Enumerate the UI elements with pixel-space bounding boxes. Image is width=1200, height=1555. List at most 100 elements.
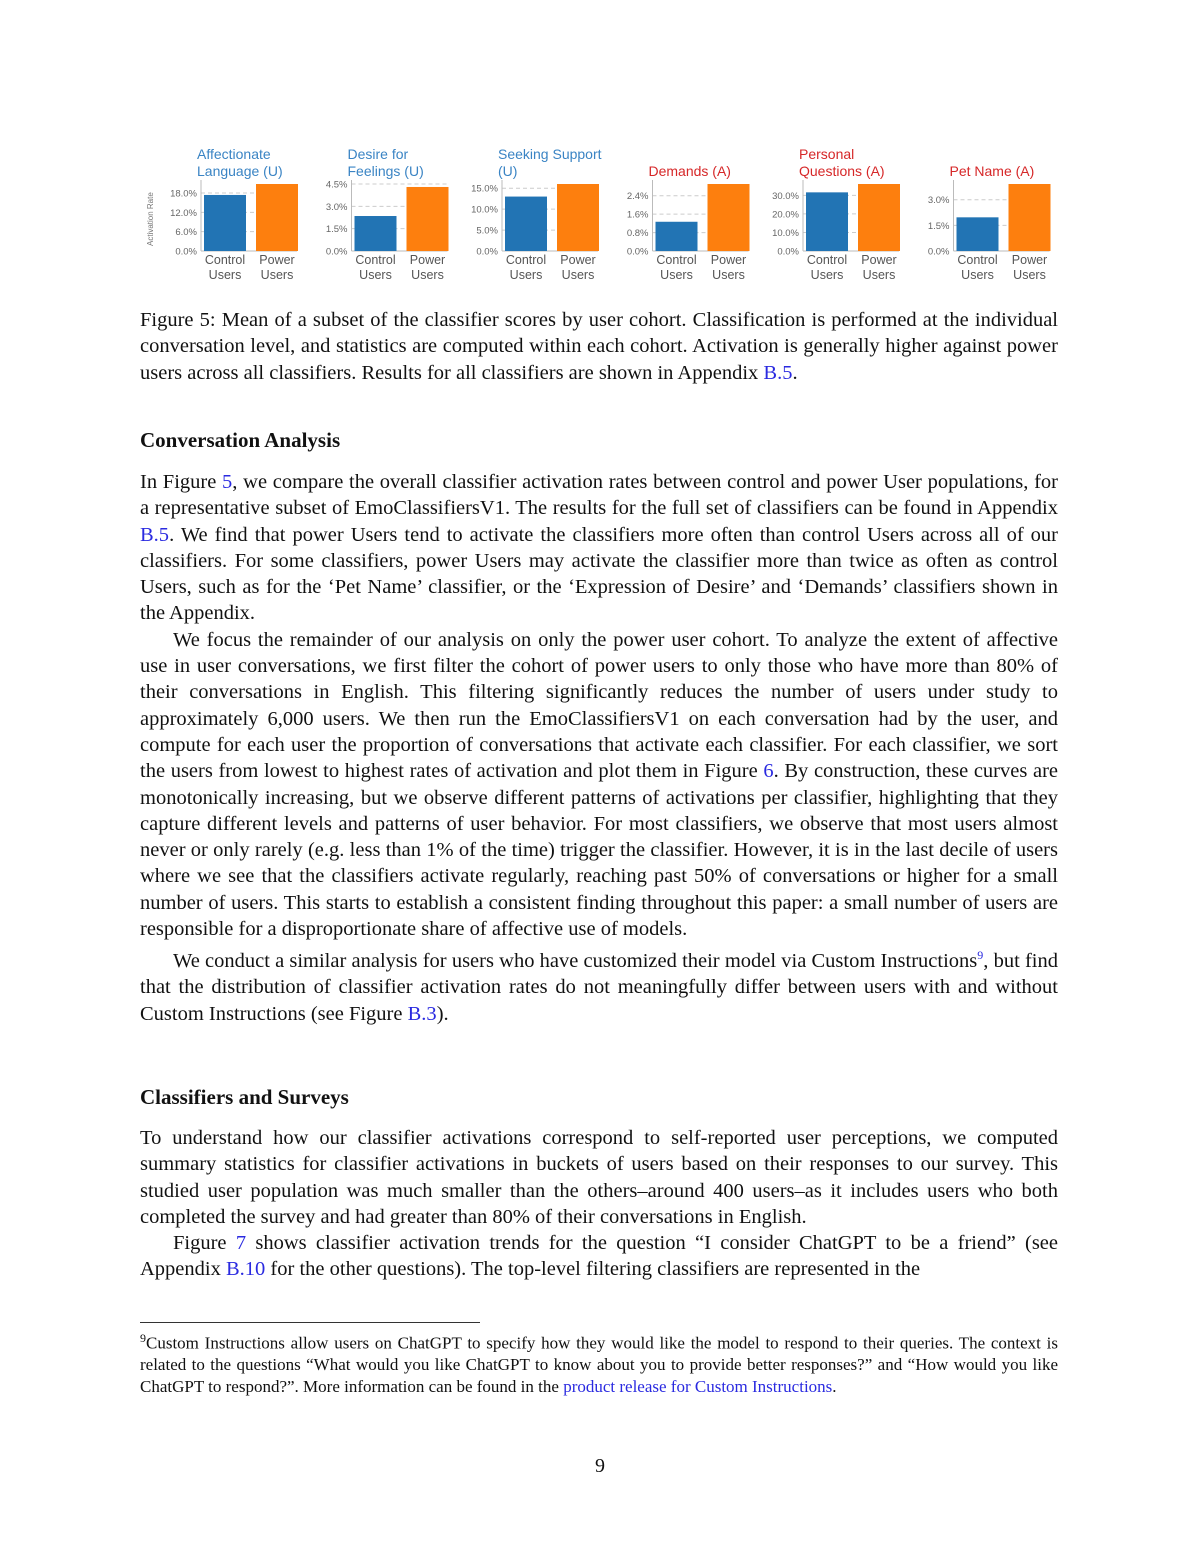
y-tick-label: 12.0% <box>170 208 197 219</box>
x-tick-label: Users <box>209 268 242 282</box>
x-tick-label: Users <box>510 268 543 282</box>
y-tick-label: 0.0% <box>777 247 799 258</box>
chart-title: Seeking Support <box>498 146 602 162</box>
x-tick-label: Power <box>711 253 746 267</box>
ref-figure-7[interactable]: 7 <box>235 1232 247 1255</box>
y-tick-label: 10.0% <box>471 205 498 216</box>
chart-title: Personal <box>799 146 854 162</box>
text: . <box>832 1376 837 1396</box>
y-tick-label: 10.0% <box>772 228 799 239</box>
x-tick-label: Power <box>560 253 595 267</box>
y-axis-label: Activation Rate <box>146 192 155 246</box>
x-tick-label: Users <box>660 268 693 282</box>
text: , but find that the distribution of clas… <box>140 950 1059 1025</box>
y-tick-label: 1.5% <box>928 221 950 232</box>
chart-title: Affectionate <box>197 146 271 162</box>
x-tick-label: Control <box>506 253 546 267</box>
text: for the other questions). The top-level … <box>265 1258 921 1281</box>
x-tick-label: Users <box>712 268 745 282</box>
section-body: To understand how our classifier activat… <box>140 1125 1058 1283</box>
product-release-link[interactable]: product release for Custom Instructions <box>563 1376 833 1396</box>
footnote-number: 9 <box>140 1331 146 1345</box>
text: shows classifier activation trends for t… <box>140 1232 1058 1281</box>
bar-power-users <box>1008 184 1051 251</box>
bar-control-users <box>806 192 848 251</box>
x-tick-label: Power <box>410 253 445 267</box>
footnote-ref[interactable]: 9 <box>977 948 984 963</box>
bar-control-users <box>354 216 397 251</box>
section-body: In Figure 5, we compare the overall clas… <box>140 469 1058 1027</box>
chart-title: Demands (A) <box>649 163 731 179</box>
footnote-text: Custom Instructions allow users on ChatG… <box>140 1333 1058 1396</box>
chart-title: Feelings (U) <box>348 163 424 179</box>
text: . By construction, these curves are mono… <box>140 760 1058 941</box>
caption-end: . <box>792 361 798 384</box>
caption-text: Mean of a subset of the classifier score… <box>140 309 1059 384</box>
y-tick-label: 6.0% <box>175 227 197 238</box>
x-tick-label: Users <box>359 268 392 282</box>
y-tick-label: 1.6% <box>627 210 649 221</box>
x-tick-label: Users <box>811 268 844 282</box>
chart-title: Pet Name (A) <box>950 163 1035 179</box>
chart-title: Desire for <box>348 146 409 162</box>
footnote: 9Custom Instructions allow users on Chat… <box>140 1328 1058 1397</box>
y-tick-label: 0.8% <box>627 228 649 239</box>
section-heading: Classifiers and Surveys <box>140 1085 349 1109</box>
x-tick-label: Control <box>355 253 395 267</box>
text: . We find that power Users tend to activ… <box>140 523 1058 625</box>
y-tick-label: 1.5% <box>326 224 348 235</box>
x-tick-label: Control <box>807 253 847 267</box>
bar-power-users <box>858 184 900 251</box>
chart-title: (U) <box>498 163 517 179</box>
section-heading: Conversation Analysis <box>140 428 341 452</box>
x-tick-label: Users <box>863 268 896 282</box>
y-tick-label: 5.0% <box>476 226 498 237</box>
paragraph: To understand how our classifier activat… <box>140 1127 1058 1228</box>
ref-appendix-b5[interactable]: B.5 <box>763 361 793 384</box>
chart-title: Questions (A) <box>799 163 885 179</box>
x-tick-label: Users <box>411 268 444 282</box>
bar-power-users <box>557 184 599 251</box>
x-tick-label: Power <box>861 253 896 267</box>
y-tick-label: 15.0% <box>471 184 498 195</box>
y-tick-label: 20.0% <box>772 209 799 220</box>
bar-power-users <box>707 184 750 251</box>
ref-appendix-b5[interactable]: B.5 <box>140 523 170 546</box>
ref-figure-b3[interactable]: B.3 <box>407 1002 437 1025</box>
x-tick-label: Users <box>961 268 994 282</box>
text: Figure <box>173 1232 236 1255</box>
x-tick-label: Users <box>1013 268 1046 282</box>
ref-figure-5[interactable]: 5 <box>222 471 233 493</box>
x-tick-label: Control <box>957 253 997 267</box>
bar-control-users <box>505 196 547 251</box>
page-number: 9 <box>595 1455 605 1477</box>
caption-label: Figure 5: <box>140 309 216 331</box>
x-tick-label: Users <box>562 268 595 282</box>
y-tick-label: 0.0% <box>326 247 348 258</box>
y-tick-label: 3.0% <box>326 202 348 213</box>
y-tick-label: 4.5% <box>326 180 348 191</box>
y-tick-label: 0.0% <box>476 247 498 258</box>
figure-caption: Figure 5: Mean of a subset of the classi… <box>140 307 1058 386</box>
y-tick-label: 0.0% <box>928 247 950 258</box>
y-tick-label: 0.0% <box>627 247 649 258</box>
bar-power-users <box>406 186 449 251</box>
footnote-rule <box>140 1322 480 1323</box>
ref-appendix-b10[interactable]: B.10 <box>225 1258 266 1281</box>
y-tick-label: 0.0% <box>175 247 197 258</box>
bar-control-users <box>956 217 999 251</box>
text: ). <box>436 1002 449 1025</box>
x-tick-label: Power <box>1012 253 1047 267</box>
x-tick-label: Control <box>656 253 696 267</box>
text: We focus the remainder of our analysis o… <box>140 628 1058 783</box>
bar-control-users <box>655 221 698 251</box>
x-tick-label: Control <box>205 253 245 267</box>
y-tick-label: 2.4% <box>627 191 649 202</box>
chart-title: Language (U) <box>197 163 283 179</box>
y-tick-label: 18.0% <box>170 189 197 200</box>
x-tick-label: Users <box>261 268 294 282</box>
y-tick-label: 30.0% <box>772 191 799 202</box>
ref-figure-6[interactable]: 6 <box>763 760 774 783</box>
